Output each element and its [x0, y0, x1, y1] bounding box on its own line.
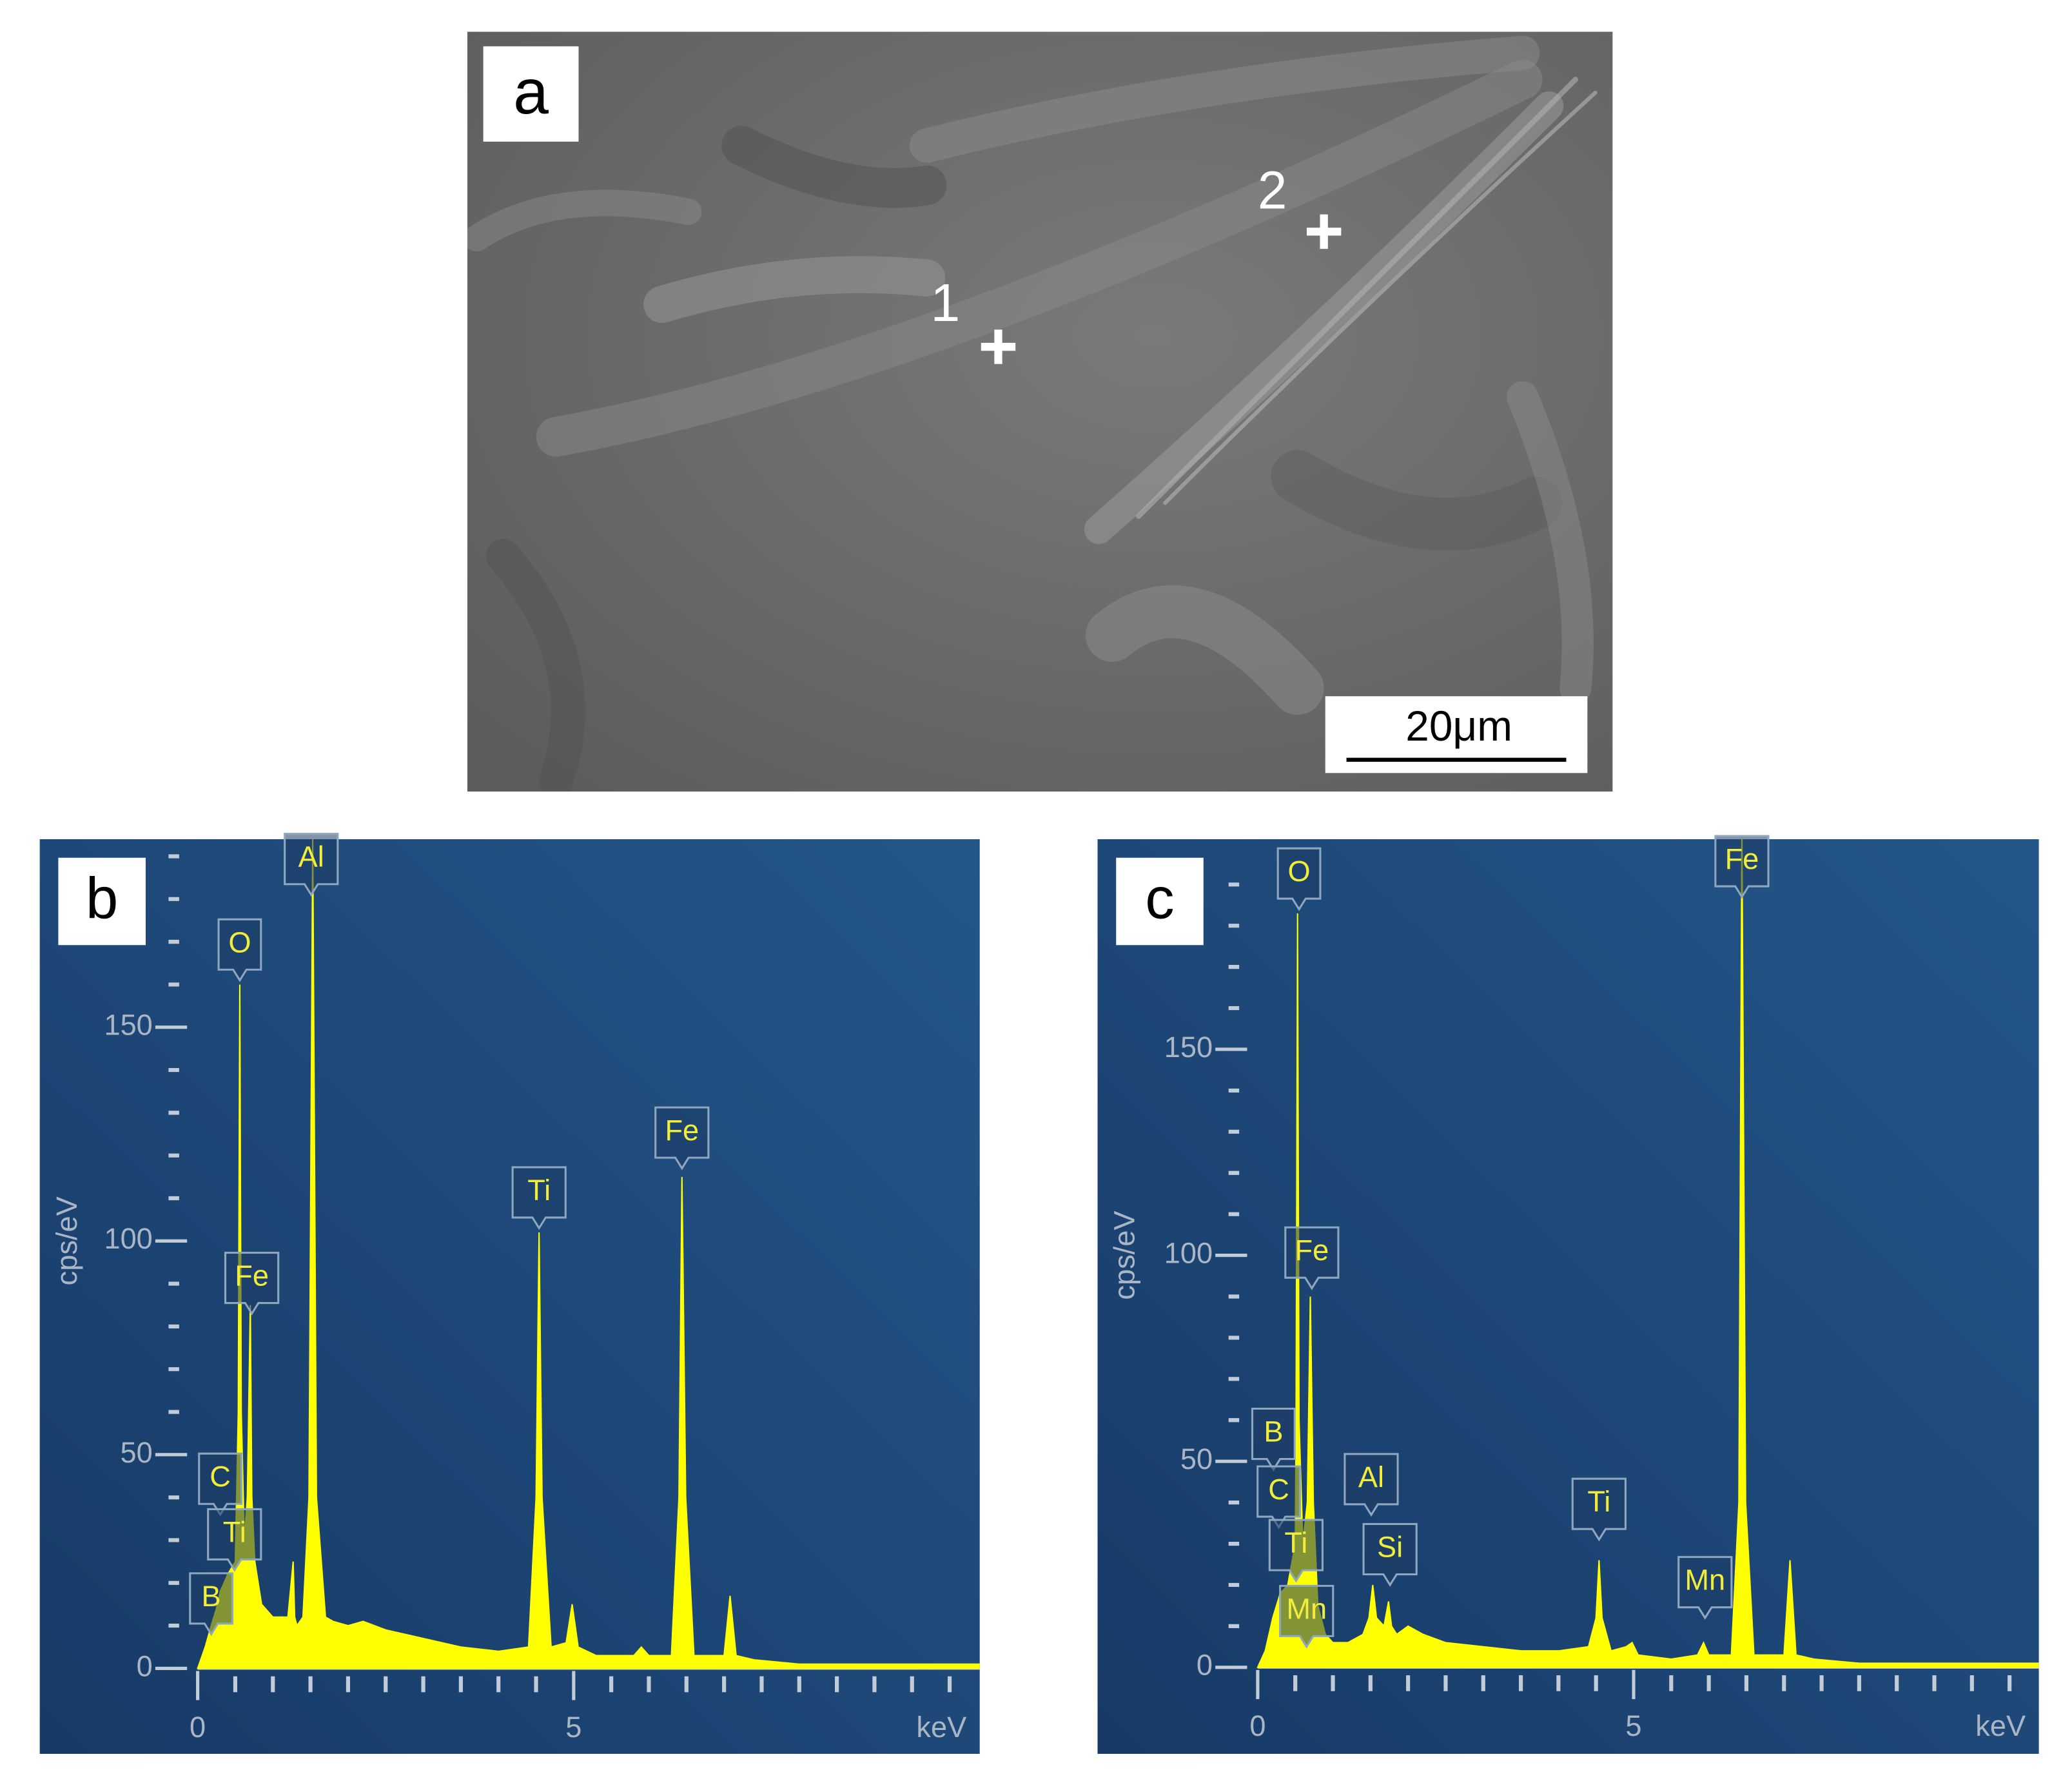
- annotation-box: [1344, 1453, 1399, 1517]
- y-axis-label: cps/eV: [50, 1196, 83, 1285]
- annotation-box: [224, 1252, 280, 1316]
- x-tick-label: 0: [1249, 1709, 1266, 1742]
- annotation-label: Mn: [1685, 1564, 1725, 1597]
- sem-image: a 1 2 20μm: [467, 32, 1613, 792]
- annotation-label: Ti: [527, 1174, 551, 1207]
- y-axis-label: cps/eV: [1108, 1211, 1141, 1300]
- y-tick-label: 50: [1180, 1443, 1213, 1475]
- annotation-box: [1362, 1522, 1418, 1587]
- chart: 0 50 100 150 cps/eV 0 5 keV B C Ti O Fe Al Ti Fe b: [39, 833, 980, 1754]
- annotation-label: Fe: [1725, 842, 1759, 875]
- point-marker: [1306, 214, 1342, 249]
- y-tick-label: 0: [137, 1649, 153, 1682]
- chart: 0 50 100 150 cps/eV 0 5 keV O Fe BC Ti Mn Al Si Ti Mn Fe c: [1097, 835, 2039, 1754]
- panel-label: b: [86, 866, 118, 931]
- annotation-box: [207, 1508, 262, 1572]
- x-tick-label: 5: [565, 1711, 582, 1744]
- x-tick-label: 0: [190, 1711, 206, 1744]
- y-tick-label: 100: [104, 1222, 152, 1255]
- y-tick-label: 0: [1197, 1649, 1213, 1682]
- annotation-box: [217, 918, 262, 982]
- annotation-label: O: [228, 926, 251, 958]
- annotation-label: Al: [298, 841, 324, 873]
- annotation-box: [1571, 1477, 1627, 1542]
- annotation-label: Fe: [235, 1259, 269, 1292]
- panel-label-box: [58, 857, 146, 946]
- y-tick-label: 50: [121, 1436, 153, 1469]
- x-tick-label: 5: [1625, 1709, 1641, 1742]
- annotation-label: Ti: [1587, 1485, 1610, 1518]
- annotation-label: Fe: [665, 1114, 699, 1147]
- annotation-box: [511, 1166, 567, 1230]
- annotation-label: Ti: [1284, 1526, 1307, 1559]
- sem-texture: [467, 35, 1598, 792]
- annotation-label: O: [1287, 855, 1310, 888]
- annotation-box: [1279, 1584, 1334, 1649]
- annotation-box: [1714, 835, 1770, 899]
- annotation-box: [654, 1106, 710, 1171]
- annotation-label: Ti: [223, 1515, 246, 1548]
- annotation-label: Fe: [1295, 1234, 1329, 1267]
- annotation-label: B: [1264, 1415, 1283, 1448]
- x-axis-label: keV: [1975, 1709, 2026, 1742]
- y-tick-label: 150: [104, 1009, 152, 1042]
- point-label: 1: [930, 274, 960, 333]
- annotation-box: [284, 833, 339, 897]
- annotation-label: B: [202, 1580, 221, 1613]
- point-marker: [981, 329, 1016, 364]
- annotation-label: C: [210, 1460, 231, 1493]
- annotation-box: [1284, 1226, 1340, 1290]
- panel-label: a: [513, 56, 549, 127]
- annotation-box: [189, 1572, 234, 1637]
- panel-label: c: [1145, 866, 1174, 931]
- annotation-box: [1251, 1407, 1296, 1472]
- y-tick-label: 100: [1164, 1237, 1213, 1270]
- y-tick-label: 150: [1164, 1031, 1213, 1064]
- plot-background: [39, 839, 980, 1754]
- plot-background: [1097, 839, 2039, 1754]
- annotation-box: [1677, 1556, 1733, 1620]
- annotation-label: C: [1268, 1473, 1289, 1506]
- annotation-label: Al: [1358, 1461, 1384, 1493]
- panel-label-box: [483, 46, 579, 142]
- annotation-label: Si: [1377, 1530, 1403, 1563]
- annotation-box: [1268, 1519, 1324, 1583]
- point-label: 2: [1258, 162, 1287, 220]
- scale-bar-label: 20μm: [1405, 703, 1512, 750]
- annotation-box: [1276, 847, 1322, 911]
- x-axis-label: keV: [916, 1711, 966, 1744]
- annotation-label: Mn: [1286, 1592, 1327, 1625]
- panel-label-box: [1116, 857, 1204, 946]
